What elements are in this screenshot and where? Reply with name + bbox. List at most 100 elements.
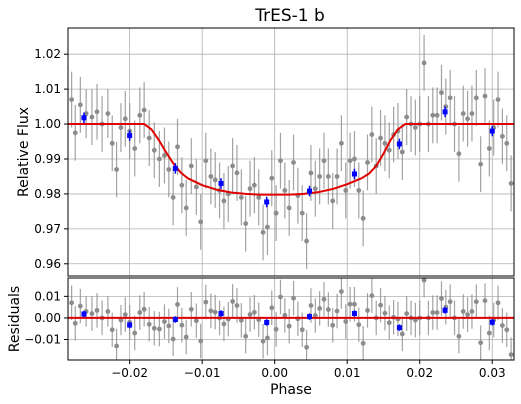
flux-binned-point bbox=[172, 165, 178, 171]
flux-data-point bbox=[339, 140, 344, 146]
residual-binned-point bbox=[264, 319, 270, 325]
residual-data-point bbox=[269, 305, 275, 311]
flux-binned-point bbox=[351, 171, 357, 177]
flux-data-point bbox=[325, 174, 331, 179]
flux-binned-point bbox=[218, 180, 224, 186]
flux-data-point bbox=[356, 188, 362, 193]
flux-data-point bbox=[386, 147, 392, 153]
flux-data-point bbox=[141, 107, 147, 113]
residual-data-point bbox=[465, 312, 470, 318]
residual-data-point bbox=[109, 327, 115, 333]
flux-data-point bbox=[89, 114, 95, 120]
flux-y-ticks: 0.96 0.97 0.98 0.99 1.00 1.01 1.02 bbox=[34, 47, 68, 271]
flux-data-point bbox=[439, 90, 444, 96]
residual-data-point bbox=[77, 303, 83, 309]
residual-data-point bbox=[504, 327, 510, 333]
residual-data-point bbox=[94, 307, 100, 313]
flux-data-point bbox=[378, 135, 383, 141]
flux-data-point bbox=[286, 205, 292, 211]
residual-data-point bbox=[508, 352, 514, 358]
flux-binned-point bbox=[264, 199, 270, 205]
residual-data-point bbox=[334, 308, 340, 314]
flux-data-point bbox=[188, 163, 194, 169]
flux-data-point bbox=[122, 116, 128, 122]
residual-data-point bbox=[369, 293, 375, 299]
residual-data-point bbox=[183, 334, 189, 340]
residual-data-point bbox=[105, 309, 111, 314]
flux-y-axis-label: Relative Flux bbox=[16, 107, 32, 197]
flux-data-point bbox=[193, 184, 199, 190]
residual-data-point bbox=[378, 302, 383, 308]
flux-data-point bbox=[251, 182, 257, 188]
residuals-y-tick-label: 0.01 bbox=[34, 289, 61, 303]
flux-data-point bbox=[146, 135, 152, 141]
flux-data-point bbox=[208, 174, 214, 179]
flux-data-point bbox=[304, 238, 309, 244]
residual-data-point bbox=[299, 327, 305, 333]
residual-data-point bbox=[72, 320, 78, 326]
flux-data-point bbox=[183, 205, 189, 211]
residual-data-point bbox=[404, 311, 410, 317]
flux-data-point bbox=[299, 210, 305, 216]
flux-data-point bbox=[175, 144, 180, 150]
flux-data-point bbox=[151, 147, 157, 153]
residual-data-point bbox=[317, 306, 323, 311]
residual-binned-point bbox=[489, 319, 495, 325]
residual-data-point bbox=[247, 312, 253, 317]
residual-data-point bbox=[243, 333, 249, 339]
flux-binned-point bbox=[127, 133, 133, 139]
residual-data-point bbox=[208, 308, 214, 314]
flux-data-point bbox=[114, 167, 119, 172]
phase-x-tick-label: −0.01 bbox=[184, 366, 221, 380]
residual-data-point bbox=[141, 306, 147, 312]
residual-data-point bbox=[238, 317, 244, 323]
residual-data-point bbox=[312, 313, 318, 318]
residual-data-point bbox=[203, 299, 209, 305]
phase-x-tick-label: −0.02 bbox=[111, 366, 148, 380]
flux-y-tick-label: 0.98 bbox=[34, 187, 61, 201]
residual-data-point bbox=[347, 301, 353, 307]
flux-data-point bbox=[69, 97, 75, 103]
residual-data-point bbox=[251, 309, 257, 315]
flux-data-point bbox=[334, 174, 340, 179]
phase-x-tick-label: 0.03 bbox=[479, 366, 506, 380]
residuals-panel-frame bbox=[67, 277, 515, 361]
transit-model-line bbox=[68, 123, 514, 196]
flux-y-tick-label: 0.99 bbox=[34, 152, 61, 166]
residual-data-point bbox=[179, 322, 185, 328]
residual-data-point bbox=[198, 338, 204, 344]
flux-data-point bbox=[473, 95, 479, 101]
residual-data-point bbox=[273, 326, 279, 332]
flux-data-point bbox=[430, 112, 436, 118]
flux-binned-point bbox=[81, 115, 87, 121]
flux-data-point bbox=[247, 186, 253, 192]
residual-data-point bbox=[122, 312, 128, 318]
flux-data-point bbox=[365, 160, 370, 165]
flux-data-point bbox=[269, 175, 275, 181]
flux-data-point bbox=[72, 130, 78, 136]
residual-data-point bbox=[193, 318, 199, 324]
residual-data-point bbox=[460, 309, 466, 314]
residual-data-point bbox=[430, 310, 436, 315]
flux-data-point bbox=[137, 112, 143, 118]
residual-binned-point bbox=[218, 311, 224, 317]
phase-x-tick-label: 0.02 bbox=[406, 366, 433, 380]
flux-data-point bbox=[456, 151, 462, 157]
residual-data-point bbox=[132, 330, 138, 336]
residual-data-point bbox=[170, 336, 176, 342]
residual-data-point bbox=[308, 303, 314, 308]
residual-data-point bbox=[469, 309, 475, 314]
residual-data-point bbox=[162, 319, 167, 324]
flux-y-tick-label: 1.01 bbox=[34, 82, 61, 96]
flux-data-point bbox=[203, 158, 209, 164]
flux-data-point bbox=[308, 170, 314, 176]
residual-binned-point bbox=[351, 310, 357, 316]
flux-binned-point bbox=[306, 188, 312, 194]
flux-data-point bbox=[109, 140, 115, 146]
flux-data-point bbox=[499, 133, 505, 139]
residual-data-point bbox=[495, 300, 501, 306]
residual-data-point bbox=[234, 303, 240, 308]
flux-data-point bbox=[212, 177, 218, 183]
flux-data-point bbox=[243, 221, 249, 227]
